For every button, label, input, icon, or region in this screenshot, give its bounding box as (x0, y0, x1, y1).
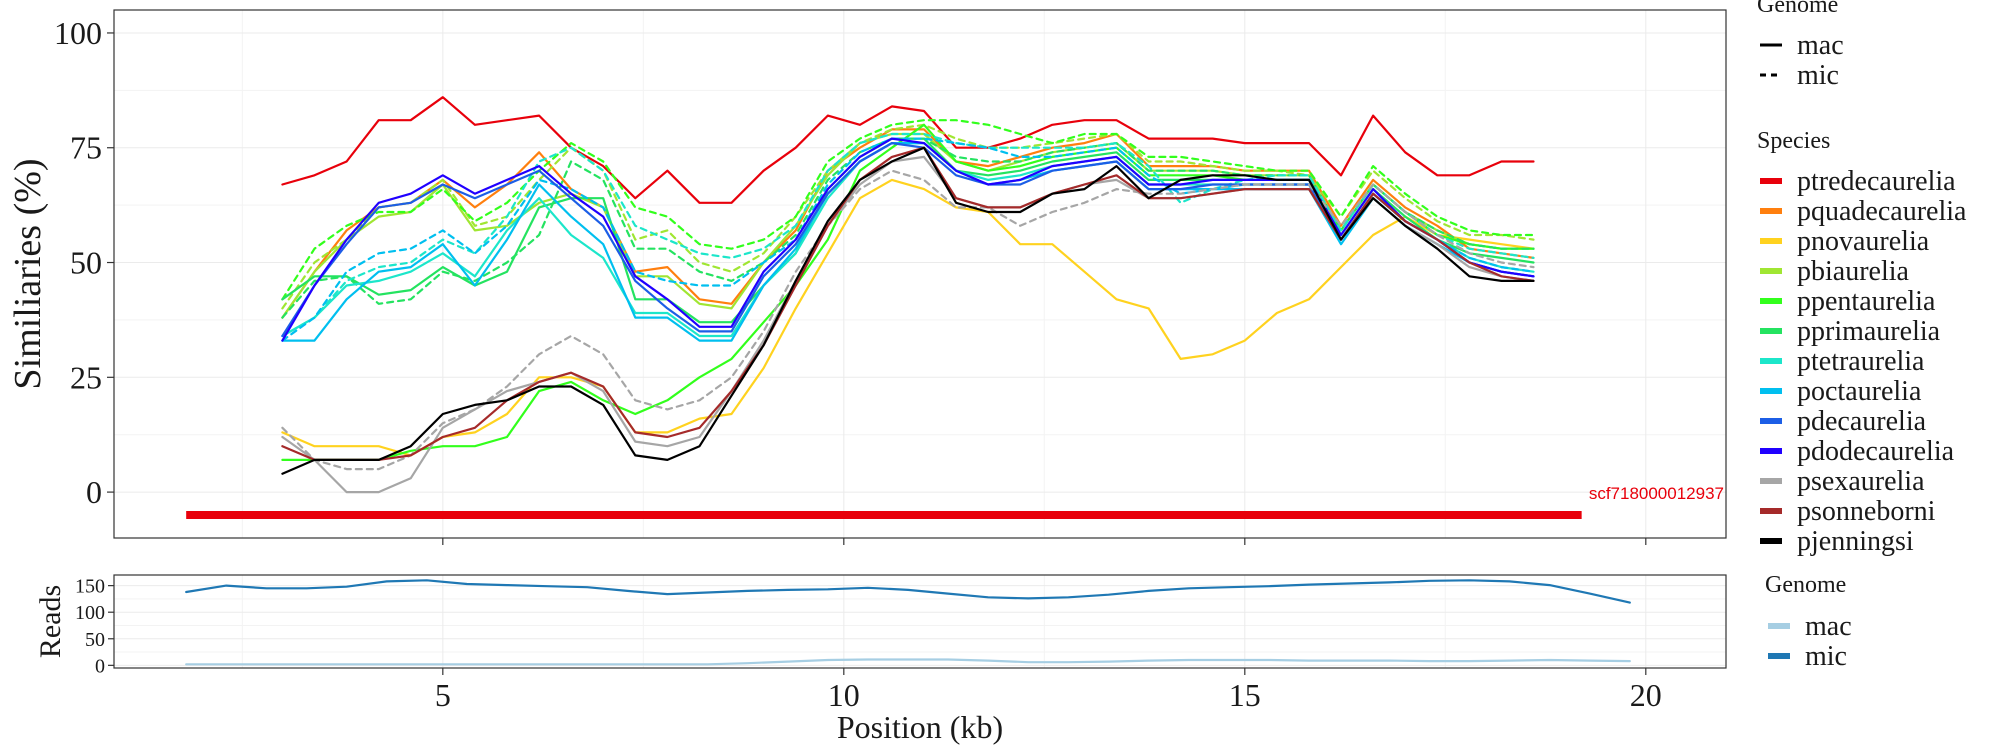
reads-panel-border (113, 574, 1727, 669)
legend-label: ptredecaurelia (1797, 166, 1956, 197)
similarity-panel: scf718000012937 0 25 50 75 100 Similiaries (… (7, 9, 1727, 545)
reads-y-ticks: 0 50 100 150 (75, 576, 114, 677)
legend-label: mac (1805, 611, 1852, 642)
y-tick-label: 25 (70, 359, 102, 395)
x-tick-label: 20 (1630, 677, 1662, 713)
legend-genome-title: Genome (1757, 0, 1838, 18)
reads-panel: 0 50 100 150 5 10 15 20 Reads Position (kb) (34, 574, 1727, 745)
x-tick-label: 10 (828, 677, 860, 713)
legend-label: mac (1797, 30, 1844, 61)
series-pnovaurelia-mac (281, 178, 1535, 457)
legend-label: pbiaurelia (1797, 256, 1910, 287)
legend-label: pdodecaurelia (1797, 436, 1955, 467)
legend-label: pquadecaurelia (1797, 196, 1967, 227)
legend-label: mic (1805, 641, 1847, 672)
y-tick-label: 0 (86, 474, 102, 510)
series-ppentaurelia-mic (281, 119, 1535, 301)
reads-series-mac (185, 658, 1631, 666)
y-tick-label: 75 (70, 130, 102, 166)
legend-label: mic (1797, 60, 1839, 91)
reads-series (185, 579, 1631, 666)
similarity-x-ticks (442, 538, 1647, 545)
series-ptetraurelia-mic (281, 132, 1535, 338)
legend-reads-title: Genome (1765, 572, 1846, 598)
legend-species-title: Species (1757, 128, 1830, 154)
series-pquadecaurelia-mac (281, 128, 1535, 319)
legend-label: pprimaurelia (1797, 316, 1941, 347)
reads-series-mic (185, 579, 1631, 604)
series-ptredecaurelia-mac (281, 96, 1535, 204)
similarity-series (281, 96, 1535, 494)
legend-label: psexaurelia (1797, 466, 1925, 497)
y-tick-label: 100 (75, 602, 105, 624)
legend-label: pdecaurelia (1797, 406, 1927, 437)
legend-label: ptetraurelia (1797, 346, 1925, 377)
x-tick-label: 15 (1229, 677, 1261, 713)
series-psonneborni-mac (281, 146, 1535, 461)
reads-y-axis-title: Reads (34, 585, 67, 658)
reads-gridlines (114, 575, 1726, 668)
series-pbiaurelia-mic (281, 123, 1535, 310)
similarity-panel-background (114, 10, 1726, 538)
y-tick-label: 0 (95, 655, 105, 677)
legend-label: pnovaurelia (1797, 226, 1930, 257)
series-psexaurelia-mic (281, 169, 1535, 471)
legend-label: poctaurelia (1797, 376, 1922, 407)
similarity-panel-border (113, 9, 1727, 539)
reads-x-ticks: 5 10 15 20 (435, 668, 1662, 713)
legend-label: pjenningsi (1797, 526, 1914, 557)
legend-species: Species ptredecaureliapquadecaureliapnova… (1757, 128, 1967, 557)
similarity-gridlines (114, 10, 1726, 538)
series-poctaurelia-mac (281, 142, 1535, 342)
series-pjenningsi-mac (281, 146, 1535, 475)
reads-panel-background (114, 575, 1726, 668)
contig-label: scf718000012937 (1589, 484, 1724, 503)
y-tick-label: 50 (70, 245, 102, 281)
y-tick-label: 150 (75, 576, 105, 598)
x-axis-title: Position (kb) (837, 709, 1003, 745)
contig-track: scf718000012937 (186, 484, 1724, 520)
similarity-y-axis-title: Similiaries (%) (7, 158, 49, 389)
legend-label: ppentaurelia (1797, 286, 1936, 317)
y-tick-label: 50 (85, 629, 105, 651)
legend-label: psonneborni (1797, 496, 1936, 527)
similarity-y-ticks: 0 25 50 75 100 (54, 15, 114, 510)
y-tick-label: 100 (54, 15, 102, 51)
x-tick-label: 5 (435, 677, 451, 713)
